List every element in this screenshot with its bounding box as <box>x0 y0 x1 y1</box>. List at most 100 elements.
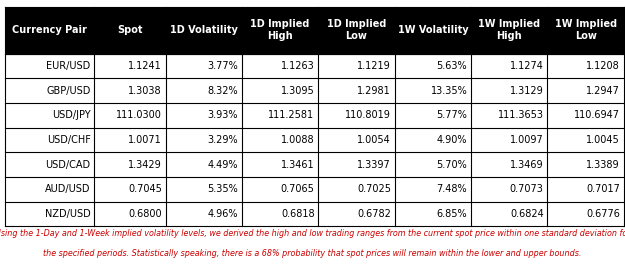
Text: EUR/USD: EUR/USD <box>46 61 91 71</box>
Bar <box>548 54 624 78</box>
Bar <box>5 7 94 54</box>
Text: 1.0054: 1.0054 <box>357 135 391 145</box>
Text: the specified periods. Statistically speaking, there is a 68% probability that s: the specified periods. Statistically spe… <box>43 249 582 258</box>
Bar <box>166 202 242 226</box>
Bar <box>242 152 318 177</box>
Text: USD/CHF: USD/CHF <box>47 135 91 145</box>
Bar <box>394 128 471 152</box>
Text: 111.2581: 111.2581 <box>268 110 314 120</box>
Text: 1.1219: 1.1219 <box>357 61 391 71</box>
Bar <box>242 128 318 152</box>
Bar <box>548 152 624 177</box>
Bar <box>94 103 166 128</box>
Bar <box>471 78 548 103</box>
Bar <box>548 177 624 202</box>
Bar <box>94 7 166 54</box>
Bar <box>166 177 242 202</box>
Text: 1.3129: 1.3129 <box>510 86 544 96</box>
Bar <box>471 128 548 152</box>
Text: 1.2981: 1.2981 <box>357 86 391 96</box>
Text: 7.48%: 7.48% <box>437 184 468 194</box>
Text: 1.0071: 1.0071 <box>128 135 162 145</box>
Text: 1.1263: 1.1263 <box>281 61 314 71</box>
Bar <box>242 103 318 128</box>
Bar <box>548 7 624 54</box>
Bar <box>318 152 394 177</box>
Bar <box>242 177 318 202</box>
Bar <box>166 7 242 54</box>
Bar <box>242 7 318 54</box>
Text: 1.1241: 1.1241 <box>128 61 162 71</box>
Bar <box>5 54 94 78</box>
Bar <box>5 202 94 226</box>
Text: 13.35%: 13.35% <box>431 86 468 96</box>
Bar <box>318 54 394 78</box>
Bar <box>166 152 242 177</box>
Bar <box>394 177 471 202</box>
Text: 1.3095: 1.3095 <box>281 86 314 96</box>
Text: USD/JPY: USD/JPY <box>52 110 91 120</box>
Bar <box>242 78 318 103</box>
Bar <box>471 54 548 78</box>
Text: 1D Implied
High: 1D Implied High <box>251 19 310 41</box>
Bar <box>318 177 394 202</box>
Bar <box>318 128 394 152</box>
Text: 1.3389: 1.3389 <box>586 160 620 170</box>
Text: Using the 1-Day and 1-Week implied volatility levels, we derived the high and lo: Using the 1-Day and 1-Week implied volat… <box>0 229 625 238</box>
Bar <box>166 128 242 152</box>
Bar <box>471 7 548 54</box>
Bar <box>548 202 624 226</box>
Text: 1D Implied
Low: 1D Implied Low <box>327 19 386 41</box>
Text: 111.3653: 111.3653 <box>498 110 544 120</box>
Text: 1W Implied
High: 1W Implied High <box>478 19 540 41</box>
Bar <box>471 103 548 128</box>
Text: 4.90%: 4.90% <box>437 135 468 145</box>
Text: Currency Pair: Currency Pair <box>12 25 87 35</box>
Text: 1.0045: 1.0045 <box>586 135 620 145</box>
Text: 4.49%: 4.49% <box>208 160 238 170</box>
Bar <box>166 78 242 103</box>
Bar <box>471 152 548 177</box>
Bar <box>548 78 624 103</box>
Text: 0.7065: 0.7065 <box>281 184 314 194</box>
Bar <box>471 202 548 226</box>
Text: 3.93%: 3.93% <box>208 110 238 120</box>
Bar <box>394 202 471 226</box>
Text: 1W Volatility: 1W Volatility <box>398 25 468 35</box>
Bar <box>5 177 94 202</box>
Bar <box>242 54 318 78</box>
Bar <box>94 54 166 78</box>
Bar <box>318 78 394 103</box>
Text: 0.7017: 0.7017 <box>586 184 620 194</box>
Text: GBP/USD: GBP/USD <box>46 86 91 96</box>
Bar <box>94 177 166 202</box>
Text: 3.77%: 3.77% <box>208 61 238 71</box>
Text: USD/CAD: USD/CAD <box>46 160 91 170</box>
Bar <box>394 54 471 78</box>
Text: 6.85%: 6.85% <box>437 209 468 219</box>
Text: 0.6824: 0.6824 <box>510 209 544 219</box>
Text: AUD/USD: AUD/USD <box>45 184 91 194</box>
Text: 5.63%: 5.63% <box>437 61 468 71</box>
Text: 1.1208: 1.1208 <box>586 61 620 71</box>
Text: 5.70%: 5.70% <box>436 160 468 170</box>
Bar <box>94 202 166 226</box>
Text: 8.32%: 8.32% <box>208 86 238 96</box>
Bar <box>5 152 94 177</box>
Bar <box>394 103 471 128</box>
Bar <box>318 7 394 54</box>
Text: 110.8019: 110.8019 <box>345 110 391 120</box>
Text: 1D Volatility: 1D Volatility <box>170 25 238 35</box>
Text: 0.6818: 0.6818 <box>281 209 314 219</box>
Bar <box>471 177 548 202</box>
Text: 1.3469: 1.3469 <box>510 160 544 170</box>
Text: 0.6776: 0.6776 <box>586 209 620 219</box>
Bar <box>242 202 318 226</box>
Text: 1.0088: 1.0088 <box>281 135 314 145</box>
Text: 0.7025: 0.7025 <box>357 184 391 194</box>
Bar <box>5 128 94 152</box>
Text: 1.1274: 1.1274 <box>510 61 544 71</box>
Text: 1.3429: 1.3429 <box>128 160 162 170</box>
Bar <box>394 78 471 103</box>
Bar <box>5 103 94 128</box>
